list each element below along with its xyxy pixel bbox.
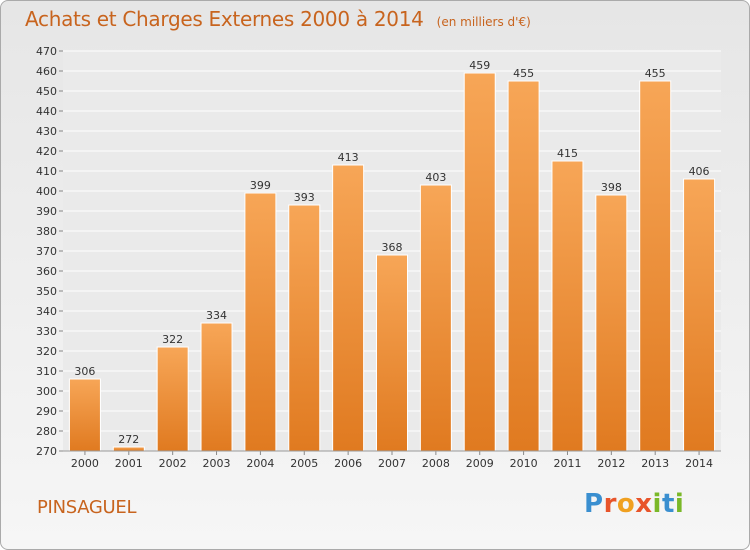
y-tick-label: 320 bbox=[36, 345, 57, 358]
data-label-2012: 398 bbox=[601, 181, 622, 194]
data-label-2006: 413 bbox=[338, 151, 359, 164]
y-tick-label: 280 bbox=[36, 425, 57, 438]
y-tick-label: 290 bbox=[36, 405, 57, 418]
chart-subtitle: (en milliers d'€) bbox=[436, 15, 531, 29]
chart-title: Achats et Charges Externes 2000 à 2014 bbox=[25, 7, 424, 31]
bar-2001 bbox=[112, 446, 145, 452]
data-label-2014: 406 bbox=[689, 165, 710, 178]
x-tick-label-2001: 2001 bbox=[115, 457, 143, 470]
data-label-2001: 272 bbox=[118, 433, 139, 446]
bar-2012 bbox=[595, 194, 628, 452]
data-label-2011: 415 bbox=[557, 147, 578, 160]
y-tick-label: 270 bbox=[36, 445, 57, 458]
bar-2009 bbox=[463, 72, 496, 452]
bar-2013 bbox=[639, 80, 672, 452]
y-tick-label: 450 bbox=[36, 85, 57, 98]
x-axis-ticks: 2000 2001 2002 2003 2004 2005 2006 2007 2008 2009… bbox=[71, 451, 713, 470]
proxiti-logo: Proxiti bbox=[584, 489, 685, 519]
bar-2011 bbox=[551, 160, 584, 452]
x-tick-label-2009: 2009 bbox=[466, 457, 494, 470]
y-tick-label: 410 bbox=[36, 165, 57, 178]
x-tick-label-2006: 2006 bbox=[334, 457, 362, 470]
y-tick-label: 330 bbox=[36, 325, 57, 338]
data-label-2007: 368 bbox=[382, 241, 403, 254]
data-label-2000: 306 bbox=[74, 365, 95, 378]
bars bbox=[68, 72, 716, 452]
bar-2006 bbox=[332, 164, 365, 452]
data-label-2009: 459 bbox=[469, 59, 490, 72]
y-tick-label: 460 bbox=[36, 65, 57, 78]
bar-2008 bbox=[419, 184, 452, 452]
x-tick-label-2005: 2005 bbox=[290, 457, 318, 470]
bar-2003 bbox=[200, 322, 233, 452]
data-label-2002: 322 bbox=[162, 333, 183, 346]
y-tick-label: 310 bbox=[36, 365, 57, 378]
data-label-2013: 455 bbox=[645, 67, 666, 80]
y-tick-label: 360 bbox=[36, 265, 57, 278]
commune-name: PINSAGUEL bbox=[37, 497, 137, 518]
x-tick-label-2011: 2011 bbox=[553, 457, 581, 470]
x-tick-label-2002: 2002 bbox=[159, 457, 187, 470]
y-tick-label: 390 bbox=[36, 205, 57, 218]
data-label-2008: 403 bbox=[425, 171, 446, 184]
y-tick-label: 340 bbox=[36, 305, 57, 318]
y-tick-label: 300 bbox=[36, 385, 57, 398]
x-tick-label-2004: 2004 bbox=[246, 457, 274, 470]
y-tick-label: 420 bbox=[36, 145, 57, 158]
y-tick-label: 470 bbox=[36, 45, 57, 58]
y-tick-label: 350 bbox=[36, 285, 57, 298]
y-tick-label: 380 bbox=[36, 225, 57, 238]
y-tick-label: 440 bbox=[36, 105, 57, 118]
y-tick-label: 430 bbox=[36, 125, 57, 138]
x-tick-label-2000: 2000 bbox=[71, 457, 99, 470]
data-labels: 306 272 322 334 399 393 413 368 403 459 455 415 398 4… bbox=[74, 59, 709, 446]
data-label-2005: 393 bbox=[294, 191, 315, 204]
bar-2010 bbox=[507, 80, 540, 452]
x-tick-label-2013: 2013 bbox=[641, 457, 669, 470]
x-tick-label-2007: 2007 bbox=[378, 457, 406, 470]
bar-2005 bbox=[288, 204, 321, 452]
y-tick-label: 370 bbox=[36, 245, 57, 258]
bar-2007 bbox=[376, 254, 408, 452]
x-tick-label-2010: 2010 bbox=[510, 457, 538, 470]
y-tick-label: 400 bbox=[36, 185, 57, 198]
bar-2000 bbox=[68, 378, 101, 452]
data-label-2003: 334 bbox=[206, 309, 227, 322]
y-axis-ticks: 270 280 290 300 310 320 330 340 350 360 370 380 390 4… bbox=[36, 45, 63, 458]
bar-2004 bbox=[244, 192, 277, 452]
title-line: Achats et Charges Externes 2000 à 2014 (… bbox=[25, 7, 531, 31]
x-tick-label-2008: 2008 bbox=[422, 457, 450, 470]
x-tick-label-2012: 2012 bbox=[597, 457, 625, 470]
data-label-2010: 455 bbox=[513, 67, 534, 80]
x-tick-label-2003: 2003 bbox=[203, 457, 231, 470]
data-label-2004: 399 bbox=[250, 179, 271, 192]
x-tick-label-2014: 2014 bbox=[685, 457, 713, 470]
bar-2014 bbox=[683, 178, 716, 452]
bar-2002 bbox=[156, 346, 189, 452]
